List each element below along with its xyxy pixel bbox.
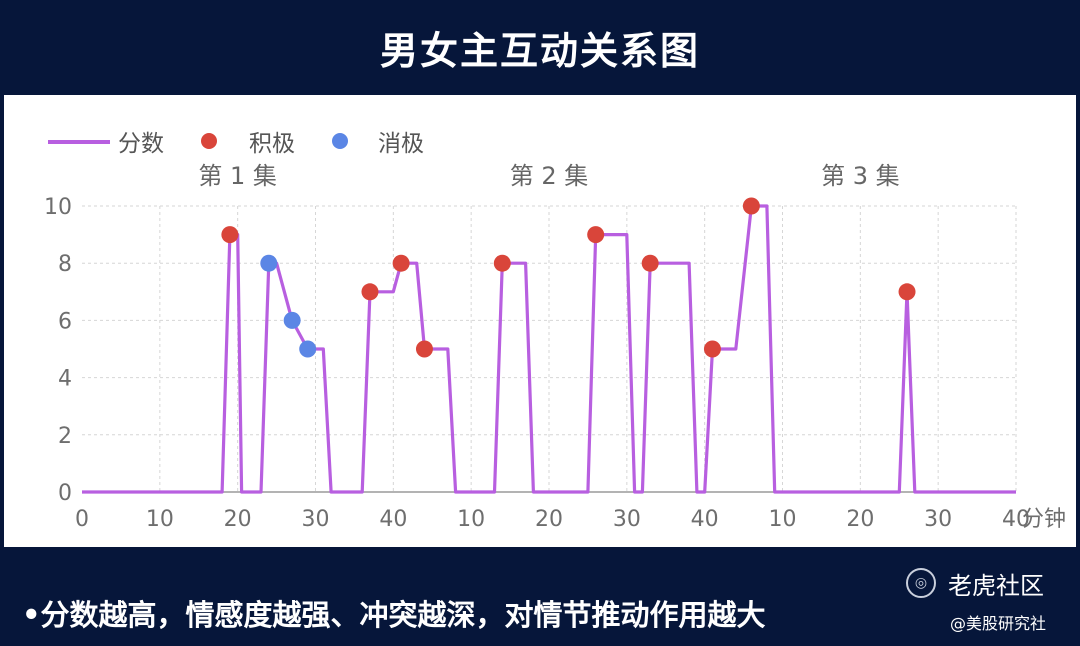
positive-marker [703, 340, 721, 358]
x-tick-label: 40 [1002, 507, 1030, 532]
legend-label-negative: 消极 [378, 131, 424, 157]
tiger-logo-icon: ◎ [906, 568, 936, 598]
x-tick-label: 30 [302, 507, 330, 532]
x-tick-label: 20 [535, 507, 563, 532]
y-tick-label: 0 [58, 481, 72, 506]
negative-marker [299, 340, 317, 358]
watermark-brand: 老虎社区 [948, 572, 1044, 600]
x-tick-label: 40 [691, 507, 719, 532]
x-tick-label: 10 [146, 507, 174, 532]
footer-note: •分数越高，情感度越强、冲突越深，对情节推动作用越大 [22, 598, 766, 632]
page-title: 男女主互动关系图 [379, 29, 700, 73]
legend-label-positive: 积极 [249, 131, 295, 157]
episode-label: 第 2 集 [510, 162, 589, 190]
x-tick-label: 20 [224, 507, 252, 532]
negative-marker [260, 254, 278, 272]
positive-marker [742, 197, 760, 215]
y-tick-label: 10 [44, 195, 72, 220]
x-tick-label: 30 [924, 507, 952, 532]
episode-label: 第 1 集 [198, 162, 277, 190]
positive-marker [641, 254, 659, 272]
y-tick-label: 2 [58, 424, 72, 449]
y-tick-label: 8 [58, 252, 72, 277]
legend-negative-swatch [332, 133, 348, 149]
x-tick-label: 10 [769, 507, 797, 532]
x-tick-label: 10 [457, 507, 485, 532]
interaction-chart: 分数 积极 消极 0 2 4 6 8 10 0 10 20 30 第 1 集 40 10 20 30 第 2 … [44, 131, 1066, 532]
positive-marker [587, 226, 605, 244]
chart-legend: 分数 积极 消极 [48, 131, 424, 157]
legend-positive-swatch [201, 133, 217, 149]
episode-label: 第 3 集 [821, 162, 900, 190]
positive-marker [361, 283, 379, 301]
positive-marker [898, 283, 916, 301]
y-tick-label: 6 [58, 309, 72, 334]
x-tick-label: 30 [613, 507, 641, 532]
positive-marker [392, 254, 410, 272]
x-unit-label: 分钟 [1022, 507, 1066, 532]
positive-marker [493, 254, 511, 272]
legend-label-score: 分数 [118, 131, 164, 157]
x-tick-label: 0 [75, 507, 89, 532]
positive-marker [415, 340, 433, 358]
y-tick-label: 4 [58, 367, 72, 392]
x-tick-label: 40 [379, 507, 407, 532]
negative-marker [283, 311, 301, 329]
chart-panel: 分数 积极 消极 0 2 4 6 8 10 0 10 20 30 第 1 集 40 10 20 30 第 2 … [4, 95, 1076, 547]
x-tick-label: 20 [846, 507, 874, 532]
watermark-source: @美股研究社 [950, 614, 1047, 633]
positive-marker [221, 226, 239, 244]
